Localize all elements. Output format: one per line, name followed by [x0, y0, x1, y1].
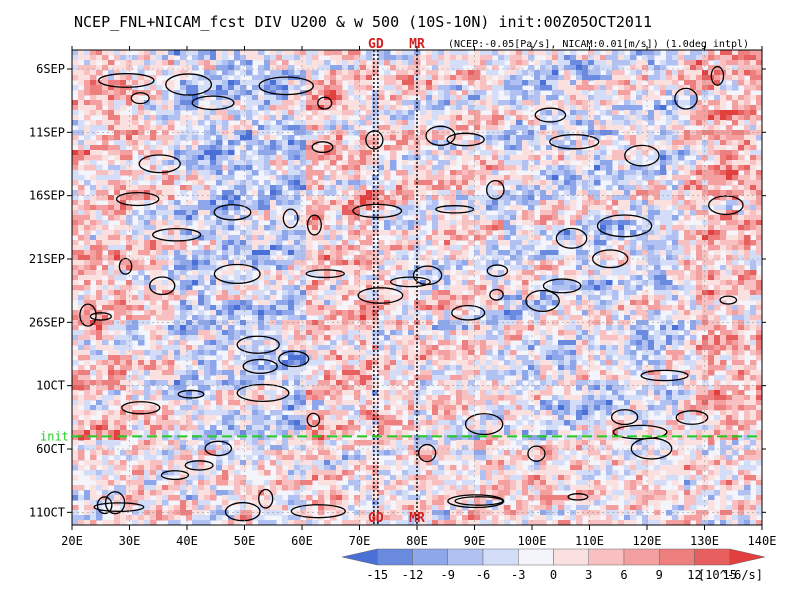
- colorbar-swatch: [482, 548, 519, 566]
- colorbar-swatch: [623, 548, 660, 566]
- x-tick-label: 140E: [748, 534, 777, 548]
- x-tick-label: 100E: [518, 534, 547, 548]
- x-tick-label: 70E: [349, 534, 371, 548]
- marker-label-bottom: GD: [368, 511, 384, 526]
- chart-title: NCEP_FNL+NICAM_fcst DIV U200 & w 500 (10…: [74, 13, 652, 31]
- colorbar-label: 12: [687, 568, 701, 582]
- x-tick-label: 30E: [119, 534, 141, 548]
- colorbar-swatch: [553, 548, 589, 566]
- x-tick-label: 60E: [291, 534, 313, 548]
- colorbar-label: -9: [441, 568, 455, 582]
- x-tick-label: 110E: [575, 534, 604, 548]
- colorbar-swatch: [447, 548, 484, 566]
- colorbar-swatch: [659, 548, 695, 566]
- marker-label-bottom: MR: [409, 511, 425, 526]
- x-tick-label: 50E: [234, 534, 256, 548]
- y-tick-label: 26SEP: [29, 315, 65, 329]
- colorbar-swatch: [729, 548, 766, 566]
- init-label: init: [40, 429, 69, 443]
- marker-label-top: MR: [409, 37, 425, 52]
- x-tick-label: 130E: [690, 534, 719, 548]
- x-tick-label: 40E: [176, 534, 198, 548]
- x-tick-label: 80E: [406, 534, 428, 548]
- y-tick-label: 6SEP: [36, 62, 65, 76]
- colorbar-units: [10^-6/s]: [698, 568, 763, 582]
- colorbar-label: 9: [656, 568, 663, 582]
- y-tick-label: 11OCT: [29, 505, 65, 519]
- colorbar-label: 0: [550, 568, 557, 582]
- y-tick-label: 11SEP: [29, 125, 65, 139]
- colorbar-swatch: [518, 548, 554, 566]
- colorbar-label: -3: [511, 568, 525, 582]
- colorbar-label: -15: [366, 568, 388, 582]
- colorbar: -15 -12 -9 -6 -3 0 3 6 9 12 15[10^-6/s]: [341, 548, 766, 582]
- y-tick-label: 21SEP: [29, 252, 65, 266]
- colorbar-label: -12: [402, 568, 424, 582]
- y-tick-label: 16SEP: [29, 189, 65, 203]
- colorbar-label: 3: [585, 568, 592, 582]
- x-tick-label: 20E: [61, 534, 83, 548]
- plot-area: [71, 50, 763, 526]
- x-tick-label: 120E: [633, 534, 662, 548]
- colorbar-label: 6: [620, 568, 627, 582]
- colorbar-label: -6: [476, 568, 490, 582]
- colorbar-swatch: [412, 548, 448, 566]
- colorbar-label: 15: [723, 568, 737, 582]
- y-tick-label: 1OCT: [36, 379, 65, 393]
- y-tick-label: 6OCT: [36, 442, 65, 456]
- marker-label-top: GD: [368, 37, 384, 52]
- colorbar-swatch: [694, 548, 730, 566]
- colorbar-swatch: [588, 548, 625, 566]
- colorbar-swatch: [377, 548, 413, 566]
- chart-subtitle: (NCEP:-0.05[Pa/s], NICAM:0.01[m/s]) (1.0…: [448, 39, 749, 50]
- axes: 20E 30E 40E 50E 60E 70E 80E 90E 100E 110E 120E 130E…: [29, 37, 777, 548]
- x-tick-label: 90E: [464, 534, 486, 548]
- colorbar-swatch: [341, 548, 378, 566]
